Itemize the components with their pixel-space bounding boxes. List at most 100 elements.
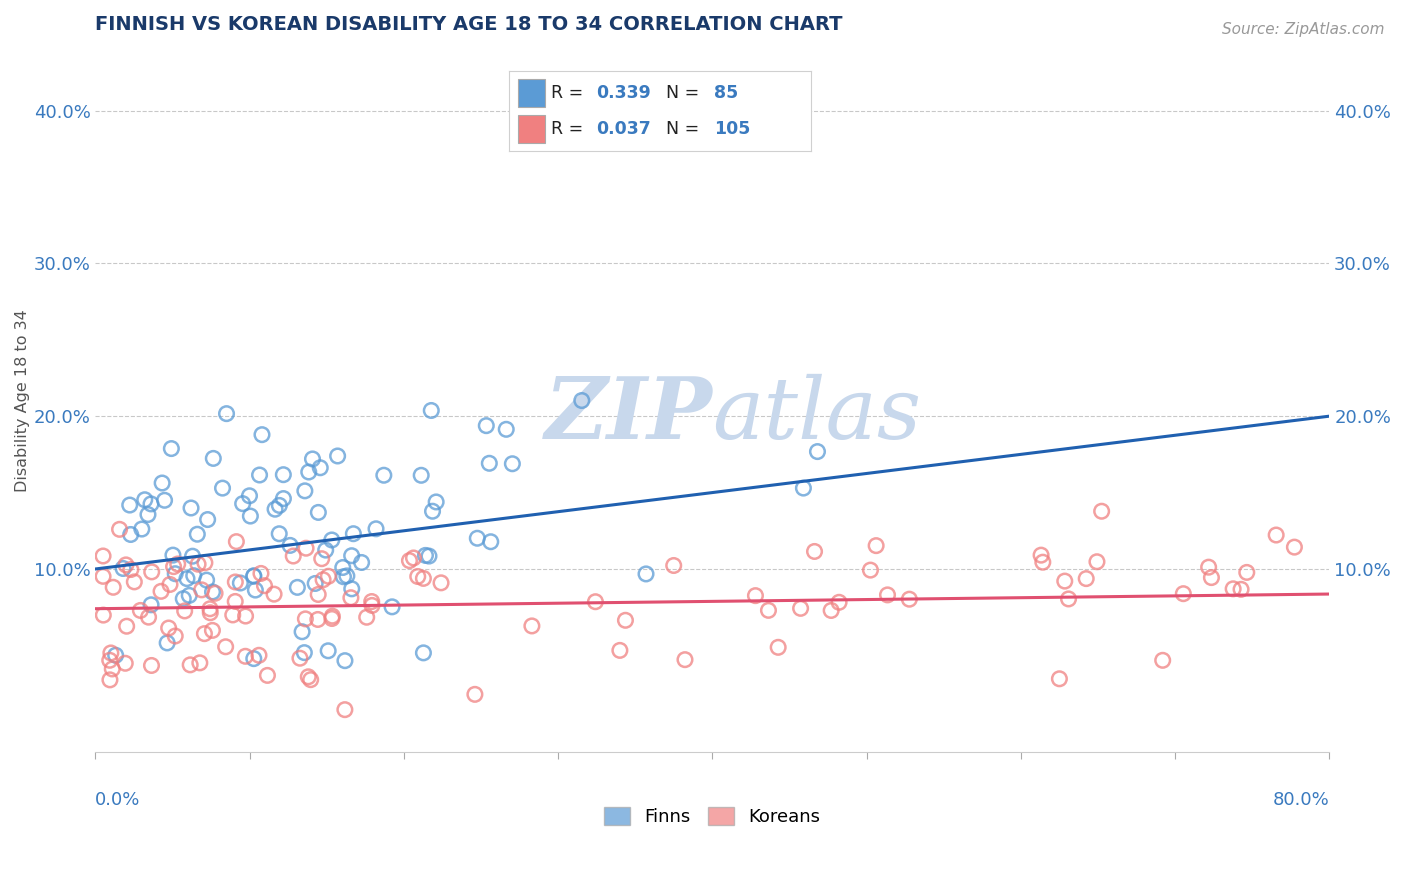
Point (139, 598, 162, 612)
Point (571, 393, 593, 408)
Point (307, 612, 329, 626)
Point (299, 673, 322, 687)
Point (180, 501, 202, 516)
Point (406, 569, 429, 583)
Point (287, 580, 309, 594)
Point (336, 569, 359, 583)
Point (332, 560, 354, 574)
Point (1198, 560, 1220, 574)
Point (273, 491, 295, 506)
Point (307, 587, 329, 601)
Point (301, 452, 323, 467)
Point (1236, 566, 1258, 580)
Point (418, 549, 440, 563)
Point (501, 457, 523, 471)
Point (295, 541, 318, 556)
Point (179, 657, 201, 672)
Point (744, 589, 766, 603)
Point (202, 451, 225, 466)
Point (402, 551, 425, 566)
Point (1284, 540, 1306, 554)
Point (264, 502, 287, 516)
Point (398, 553, 420, 567)
Point (1091, 504, 1114, 518)
Point (153, 493, 176, 508)
Point (361, 599, 384, 613)
Point (222, 607, 245, 622)
Point (112, 561, 135, 575)
Point (411, 468, 433, 483)
Point (609, 643, 631, 657)
Point (422, 504, 444, 518)
Point (229, 576, 252, 591)
Point (91, 608, 114, 623)
Point (224, 594, 246, 608)
Point (256, 668, 278, 682)
Point (294, 612, 316, 626)
Point (115, 619, 138, 633)
Point (190, 582, 212, 597)
Point (273, 467, 295, 482)
Point (1230, 582, 1253, 597)
Point (1265, 528, 1288, 542)
Point (326, 449, 349, 463)
Point (315, 543, 337, 558)
Point (183, 568, 205, 582)
Point (478, 456, 501, 470)
Point (100, 646, 122, 660)
Point (235, 649, 257, 664)
Point (820, 603, 842, 617)
Point (232, 497, 254, 511)
Point (312, 573, 335, 587)
Point (108, 522, 131, 536)
Point (197, 512, 219, 526)
Point (479, 534, 502, 549)
Point (138, 610, 160, 624)
Point (898, 592, 921, 607)
Point (124, 574, 146, 589)
Point (245, 583, 267, 598)
Point (242, 651, 264, 665)
Point (263, 587, 285, 601)
Point (356, 610, 378, 624)
Point (430, 575, 453, 590)
Point (321, 611, 343, 625)
Point (1173, 587, 1195, 601)
Point (204, 586, 226, 600)
Point (333, 654, 356, 668)
Point (350, 556, 373, 570)
Point (131, 522, 153, 536)
Text: ZIP: ZIP (544, 373, 713, 457)
Point (340, 549, 363, 563)
Point (1032, 555, 1054, 569)
Point (309, 460, 332, 475)
Point (193, 626, 215, 640)
Text: FINNISH VS KOREAN DISABILITY AGE 18 TO 34 CORRELATION CHART: FINNISH VS KOREAN DISABILITY AGE 18 TO 3… (96, 15, 842, 34)
Point (316, 644, 339, 658)
Point (150, 584, 173, 599)
Point (1053, 574, 1076, 588)
Point (333, 703, 356, 717)
Point (181, 549, 204, 564)
Point (828, 595, 851, 609)
Point (321, 609, 343, 624)
Point (283, 549, 305, 563)
Point (250, 427, 273, 442)
Point (1047, 672, 1070, 686)
Point (120, 562, 142, 576)
Point (806, 444, 828, 458)
Point (118, 498, 141, 512)
Point (179, 588, 201, 602)
Point (464, 687, 486, 701)
Point (269, 526, 291, 541)
Point (381, 599, 404, 614)
Point (104, 648, 127, 663)
Point (201, 585, 224, 599)
Point (200, 606, 222, 620)
Point (373, 468, 395, 483)
Point (91, 549, 114, 563)
Point (115, 558, 138, 572)
Point (583, 595, 606, 609)
Y-axis label: Disability Age 18 to 34: Disability Age 18 to 34 (15, 310, 30, 492)
Point (412, 571, 434, 585)
